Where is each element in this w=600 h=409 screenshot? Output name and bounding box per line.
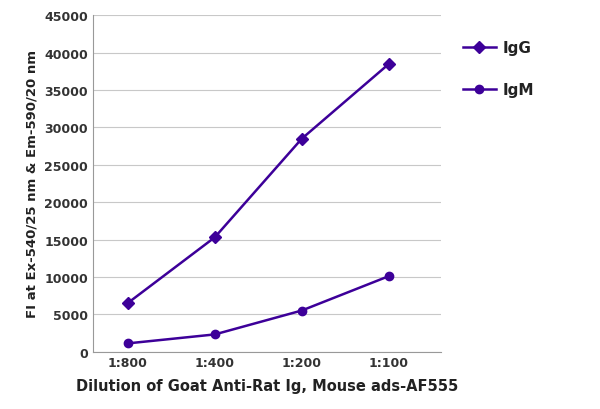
Y-axis label: FI at Ex-540/25 nm & Em-590/20 nm: FI at Ex-540/25 nm & Em-590/20 nm <box>26 50 39 318</box>
IgG <box>124 301 131 306</box>
IgM <box>298 308 305 313</box>
Line: IgM: IgM <box>124 272 393 348</box>
Legend: IgG, IgM: IgG, IgM <box>463 41 534 98</box>
IgG <box>385 62 392 67</box>
Line: IgG: IgG <box>124 61 393 308</box>
IgM <box>385 274 392 279</box>
IgM <box>211 332 218 337</box>
IgM <box>124 341 131 346</box>
X-axis label: Dilution of Goat Anti-Rat Ig, Mouse ads-AF555: Dilution of Goat Anti-Rat Ig, Mouse ads-… <box>76 378 458 393</box>
IgG <box>211 235 218 240</box>
IgG <box>298 137 305 142</box>
